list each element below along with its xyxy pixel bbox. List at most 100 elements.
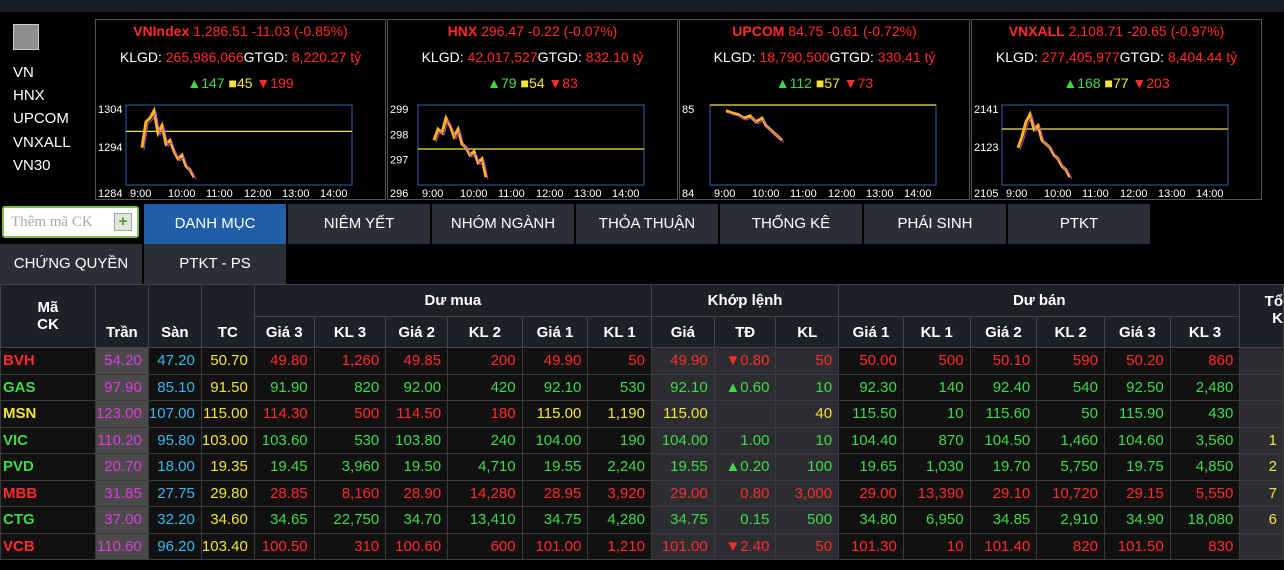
table-row[interactable]: GAS 97.90 85.10 91.50 91.90 820 92.00 420 92.10 5…	[0, 373, 1284, 401]
symbol-cell[interactable]: GAS	[0, 373, 96, 401]
bid3-volume-cell: 530	[313, 426, 387, 454]
index-volume-line: KLGD: 42,017,527GTGD: 832.10 tỷ	[388, 49, 677, 65]
bid3-volume-cell: 1,260	[313, 347, 387, 375]
symbol-cell[interactable]: MSN	[0, 400, 96, 428]
bid2-volume-cell: 14,280	[447, 479, 523, 507]
table-row[interactable]: BVH 54.20 47.20 50.70 49.80 1,260 49.85 200 49.9…	[0, 347, 1284, 375]
up-arrow-icon: ▲	[775, 75, 790, 91]
y-tick-label: 2123	[974, 142, 998, 154]
reference-cell: 19.35	[200, 453, 255, 481]
bid2-price-cell: 103.80	[385, 426, 449, 454]
ask2-volume-cell: 540	[1036, 373, 1105, 401]
ceiling-cell: 54.20	[94, 347, 149, 375]
index-change-pct: (-0.85%)	[294, 23, 348, 39]
symbol-cell[interactable]: CTG	[0, 506, 96, 534]
ask2-volume-cell: 50	[1036, 400, 1105, 428]
breadth-line: ▲147 ■45 ▼199	[96, 75, 385, 91]
index-change-pct: (-0.97%)	[1170, 23, 1225, 39]
gtgd-label: GTGD:	[1119, 49, 1164, 65]
match-price-cell: 104.00	[650, 426, 715, 454]
menu-item-vnxall[interactable]: VNXALL	[13, 134, 71, 151]
index-value: 2,108.71	[1068, 23, 1124, 39]
menu-item-hnx[interactable]: HNX	[13, 87, 45, 104]
ask2-volume-cell: 2,910	[1036, 506, 1105, 534]
bid3-price-cell: 28.85	[253, 479, 315, 507]
tab-ptkt[interactable]: PTKT	[1008, 204, 1152, 244]
klgd-label: KLGD:	[995, 49, 1038, 65]
subcol-header: Giá 2	[385, 316, 449, 348]
table-row[interactable]: VIC 110.20 95.80 103.00 103.60 530 103.80 240 10…	[0, 426, 1284, 454]
symbol-cell[interactable]: MBB	[0, 479, 96, 507]
symbol-cell[interactable]: VCB	[0, 532, 96, 560]
subcol-header: Giá 1	[838, 316, 904, 348]
index-name: UPCOM	[732, 23, 785, 39]
bid2-volume-cell: 180	[447, 400, 523, 428]
index-panel-hnx[interactable]: HNX 296.47 -0.22 (-0.07%) KLGD: 42,017,52…	[387, 19, 678, 200]
menu-item-vn30[interactable]: VN30	[13, 157, 51, 174]
match-volume-cell: 10	[775, 373, 840, 401]
symbol-cell[interactable]: BVH	[0, 347, 96, 375]
table-row[interactable]: VCB 110.60 96.20 103.40 100.50 310 100.60 600 10…	[0, 532, 1284, 560]
tab-thoa-thuan[interactable]: THỎA THUẬN	[576, 204, 720, 244]
tab-thong-ke[interactable]: THỐNG KÊ	[720, 204, 864, 244]
table-row[interactable]: MBB 31.85 27.75 29.80 28.85 8,160 28.90 14,280 2…	[0, 479, 1284, 507]
index-headline: HNX 296.47 -0.22 (-0.07%)	[388, 23, 677, 39]
x-tick-label: 14:00	[1196, 188, 1224, 200]
x-tick-label: 11:00	[206, 188, 233, 200]
bid1-volume-cell: 2,240	[587, 453, 652, 481]
bid1-volume-cell: 3,920	[587, 479, 652, 507]
y-tick-label: 297	[390, 155, 408, 167]
average-line	[727, 112, 785, 143]
bid2-volume-cell: 420	[447, 373, 523, 401]
menu-toggle-icon[interactable]	[13, 24, 39, 50]
floor-cell: 47.20	[147, 347, 202, 375]
index-panel-vnindex[interactable]: VNIndex 1,286.51 -11.03 (-0.85%) KLGD: 26…	[95, 19, 386, 200]
bid2-price-cell: 100.60	[385, 532, 449, 560]
subcol-header: Giá 3	[1103, 316, 1171, 348]
add-symbol-input[interactable]: Thêm mã CK +	[2, 206, 139, 238]
ask1-price-cell: 34.80	[838, 506, 904, 534]
menu-item-upcom[interactable]: UPCOM	[13, 110, 69, 127]
average-line	[143, 111, 197, 180]
bid3-price-cell: 19.45	[253, 453, 315, 481]
match-change-cell	[713, 400, 777, 428]
index-panel-upcom[interactable]: UPCOM 84.75 -0.61 (-0.72%) KLGD: 18,790,5…	[679, 19, 970, 200]
table-row[interactable]: PVD 20.70 18.00 19.35 19.45 3,960 19.50 4,710 19…	[0, 453, 1284, 481]
reference-cell: 103.40	[200, 532, 255, 560]
tab-phai-sinh[interactable]: PHÁI SINH	[864, 204, 1008, 244]
tab-danh-muc[interactable]: DANH MỤC	[144, 204, 288, 244]
index-name: VNIndex	[133, 23, 190, 39]
ask3-price-cell: 50.20	[1103, 347, 1171, 375]
bid2-volume-cell: 13,410	[447, 506, 523, 534]
tab-niem-yet[interactable]: NIÊM YẾT	[288, 204, 432, 244]
breadth-line: ▲79 ■54 ▼83	[388, 75, 677, 91]
ask3-volume-cell: 2,480	[1169, 373, 1241, 401]
ask1-price-cell: 115.50	[838, 400, 904, 428]
menu-item-vn[interactable]: VN	[13, 64, 34, 81]
subcol-header: Giá 1	[521, 316, 589, 348]
ceiling-cell: 97.90	[94, 373, 149, 401]
x-tick-label: 13:00	[282, 188, 310, 200]
tab-nhom-nganh[interactable]: NHÓM NGÀNH	[432, 204, 576, 244]
unchanged-square-icon: ■	[228, 75, 237, 91]
reference-cell: 103.00	[200, 426, 255, 454]
ask3-volume-cell: 430	[1169, 400, 1241, 428]
index-panel-vnxall[interactable]: VNXALL 2,108.71 -20.65 (-0.97%) KLGD: 277…	[971, 19, 1262, 200]
unchanged-square-icon: ■	[1104, 75, 1113, 91]
table-row[interactable]: MSN 123.00 107.00 115.00 114.30 500 114.50 180 1…	[0, 400, 1284, 428]
tab-ptkt-ps[interactable]: PTKT - PS	[144, 244, 288, 284]
table-row[interactable]: CTG 37.00 32.20 34.60 34.65 22,750 34.70 13,410…	[0, 506, 1284, 534]
bid1-price-cell: 104.00	[521, 426, 589, 454]
top-bar	[0, 0, 1284, 12]
symbol-cell[interactable]: PVD	[0, 453, 96, 481]
bid1-volume-cell: 190	[587, 426, 652, 454]
bid1-price-cell: 19.55	[521, 453, 589, 481]
symbol-cell[interactable]: VIC	[0, 426, 96, 454]
total-volume-cell: 2	[1239, 453, 1284, 481]
market-menu: VN HNX UPCOM VNXALL VN30	[0, 12, 92, 200]
tab-chung-quyen[interactable]: CHỨNG QUYỀN	[0, 244, 144, 284]
bid3-volume-cell: 22,750	[313, 506, 387, 534]
add-symbol-button[interactable]: +	[114, 213, 132, 231]
decliners-count: 199	[270, 75, 294, 91]
y-tick-label: 296	[390, 188, 408, 200]
